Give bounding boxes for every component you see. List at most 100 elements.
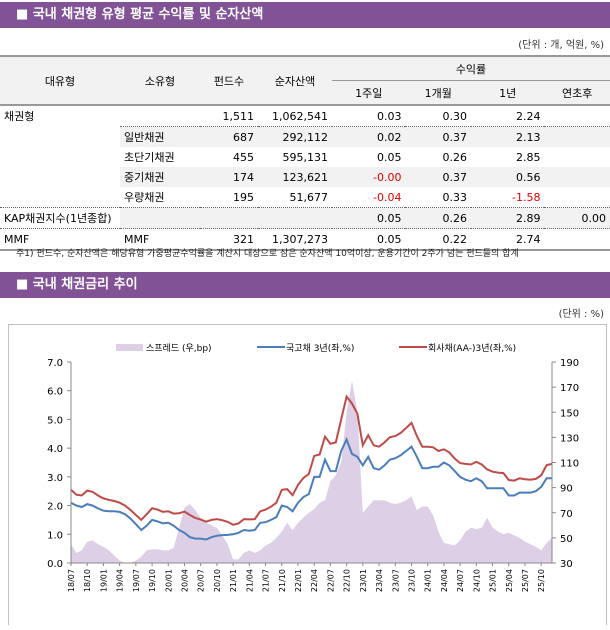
right-tick-label: 130 bbox=[560, 433, 579, 444]
x-tick-label: 20/04 bbox=[180, 569, 189, 592]
col-assets: 순자산액 bbox=[258, 56, 332, 105]
cell-major bbox=[0, 187, 120, 208]
x-tick-label: 21/01 bbox=[229, 569, 238, 592]
section-header-bond-rates: ■ 국내 채권금리 추이 bbox=[0, 272, 610, 298]
cell-m1: 0.22 bbox=[442, 232, 467, 246]
left-tick-label: 2.0 bbox=[47, 502, 63, 513]
x-tick-label: 24/01 bbox=[424, 569, 433, 592]
col-1m: 1개월 bbox=[405, 80, 471, 105]
cell-y1: 0.56 bbox=[470, 167, 545, 187]
x-tick-label: 20/07 bbox=[197, 569, 206, 592]
col-1w: 1주일 bbox=[332, 80, 406, 105]
x-tick-label: 19/07 bbox=[132, 569, 141, 592]
left-tick-label: 7.0 bbox=[47, 358, 63, 369]
x-tick-label: 25/01 bbox=[489, 569, 498, 592]
cell-y1: 2.13 bbox=[470, 126, 545, 147]
gov-3y-line bbox=[70, 436, 552, 541]
x-tick-label: 23/01 bbox=[359, 569, 368, 592]
x-tick-label: 23/04 bbox=[375, 569, 384, 592]
cell-m1: 0.26 bbox=[442, 150, 467, 164]
legend-gov-label: 국고채 3년(좌,%) bbox=[286, 343, 354, 354]
x-tick-label: 22/04 bbox=[310, 569, 319, 592]
cell-w1: 0.05 bbox=[376, 150, 402, 164]
x-tick-label: 25/04 bbox=[505, 569, 514, 592]
section-header-fund-returns: ■ 국내 채권형 유형 평균 수익률 및 순자산액 bbox=[0, 2, 610, 28]
x-tick-label: 22/10 bbox=[343, 569, 352, 592]
cell-major: MMF bbox=[4, 232, 30, 246]
col-minor: 소유형 bbox=[120, 56, 200, 105]
cell-ytd bbox=[544, 147, 610, 167]
x-tick-label: 18/07 bbox=[67, 569, 76, 592]
unit-label-chart: (단위 : %) bbox=[558, 309, 604, 320]
right-tick-label: 150 bbox=[560, 408, 579, 419]
table-row: 초단기채권 455 595,131 0.05 0.26 2.85 bbox=[0, 147, 610, 167]
x-tick-label: 21/10 bbox=[278, 569, 287, 592]
cell-funds: 195 bbox=[233, 190, 254, 204]
cell-minor: 초단기채권 bbox=[124, 151, 175, 164]
table-row: KAP채권지수(1년종합) 0.05 0.26 2.89 0.00 bbox=[0, 207, 610, 229]
spread-area bbox=[71, 380, 552, 563]
cell-assets: 595,131 bbox=[282, 150, 329, 164]
x-tick-label: 23/10 bbox=[407, 569, 416, 592]
x-tick-label: 24/04 bbox=[440, 569, 449, 592]
cell-m1: 0.26 bbox=[405, 207, 471, 229]
cell-assets: 123,621 bbox=[258, 167, 332, 187]
col-funds: 펀드수 bbox=[200, 56, 258, 105]
cell-major: KAP채권지수(1년종합) bbox=[4, 212, 112, 225]
cell-major bbox=[0, 127, 120, 148]
cell-funds: 1,511 bbox=[222, 109, 255, 123]
left-tick-label: 5.0 bbox=[47, 415, 63, 426]
col-ytd: 연초후 bbox=[544, 80, 610, 105]
col-returns: 수익률 bbox=[332, 56, 610, 81]
cell-funds: 687 bbox=[200, 126, 258, 147]
col-1y: 1년 bbox=[470, 80, 545, 105]
chart-svg: 0.0 1.0 2.0 3.0 4.0 5.0 6.0 7.0 30 50 70 90 110 130 15… bbox=[47, 343, 579, 592]
right-tick-label: 90 bbox=[560, 484, 573, 495]
right-tick-label: 30 bbox=[560, 559, 573, 570]
cell-minor: MMF bbox=[124, 232, 150, 246]
x-tick-label: 20/01 bbox=[164, 569, 173, 592]
cell-y1: 2.89 bbox=[470, 207, 545, 229]
col-major: 대유형 bbox=[0, 56, 120, 105]
cell-y1: -1.58 bbox=[512, 190, 541, 204]
x-tick-label: 24/10 bbox=[472, 569, 481, 592]
x-tick-label: 23/07 bbox=[391, 569, 400, 592]
x-tick-label: 20/10 bbox=[213, 569, 222, 592]
cell-m1: 0.37 bbox=[405, 167, 471, 187]
corp-aa-3y-line bbox=[70, 394, 553, 526]
x-tick-label: 19/01 bbox=[99, 569, 108, 592]
cell-m1: 0.30 bbox=[442, 109, 467, 123]
left-tick-label: 4.0 bbox=[47, 444, 63, 455]
left-tick-label: 1.0 bbox=[47, 530, 63, 541]
cell-w1: 0.05 bbox=[332, 207, 406, 229]
cell-m1: 0.33 bbox=[442, 190, 467, 204]
cell-ytd bbox=[544, 126, 610, 147]
right-tick-label: 170 bbox=[560, 383, 579, 394]
right-tick-label: 190 bbox=[560, 358, 579, 369]
cell-assets bbox=[258, 207, 332, 229]
x-tick-label: 22/01 bbox=[294, 569, 303, 592]
cell-minor: 중기채권 bbox=[120, 167, 200, 187]
cell-minor bbox=[120, 207, 200, 229]
cell-w1: 0.02 bbox=[332, 126, 406, 147]
x-tick-label: 25/07 bbox=[521, 569, 530, 592]
x-tick-label: 19/04 bbox=[116, 569, 125, 592]
fund-returns-table: 대유형 소유형 펀드수 순자산액 수익률 1주일 1개월 1년 연초후 채권형 1… bbox=[0, 55, 610, 251]
cell-major bbox=[0, 147, 120, 167]
x-tick-label: 25/10 bbox=[537, 569, 546, 592]
right-tick-label: 110 bbox=[560, 459, 579, 470]
cell-ytd bbox=[544, 105, 610, 127]
cell-major bbox=[0, 167, 120, 187]
legend-spread-label: 스프레드 (우,bp) bbox=[146, 343, 212, 354]
cell-ytd bbox=[544, 167, 610, 187]
x-tick-label: 22/07 bbox=[326, 569, 335, 592]
cell-funds: 455 bbox=[233, 150, 254, 164]
cell-minor: 일반채권 bbox=[120, 126, 200, 147]
x-tick-label: 18/10 bbox=[83, 569, 92, 592]
x-tick-label: 19/10 bbox=[148, 569, 157, 592]
left-tick-label: 3.0 bbox=[47, 473, 63, 484]
cell-w1: -0.04 bbox=[373, 190, 402, 204]
cell-major: 채권형 bbox=[4, 110, 35, 124]
x-tick-label: 21/07 bbox=[262, 569, 271, 592]
cell-assets: 1,062,541 bbox=[272, 109, 328, 123]
